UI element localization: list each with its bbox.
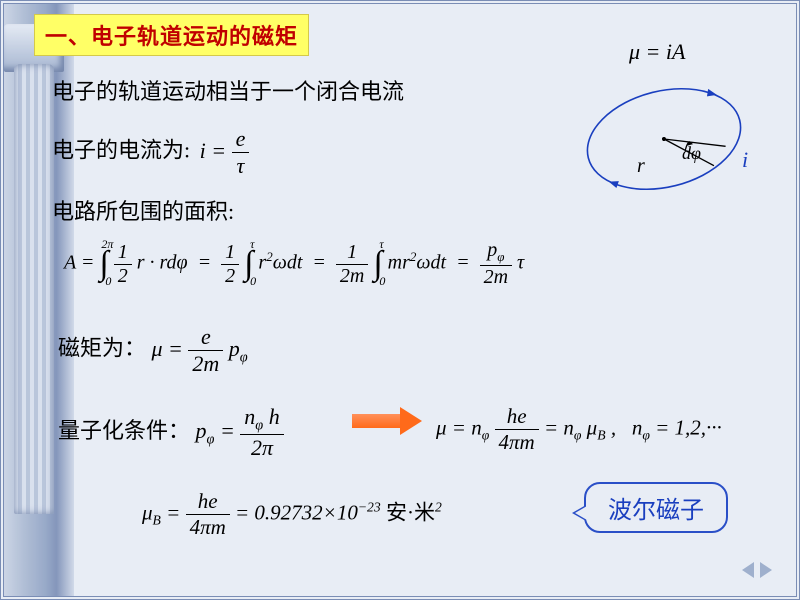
label-r: r [637,155,645,177]
l5-right: μ = nφ he4πm = nφ μB , nφ = 1,2,··· [436,404,722,455]
nav-prev-icon[interactable] [742,562,754,578]
area-equation: A = ∫02π 12 r · rdφ = 12 ∫0τ r2ωdt = 12m… [64,239,524,289]
slide-frame: 一、电子轨道运动的磁矩 μ = iA r dφ i 电子的轨道运动相当于一个闭合… [0,0,800,600]
l5: 量子化条件： pφ = nφ h2π [58,404,284,461]
text-line-2: 电子的电流为: i = eτ [52,126,249,179]
nav-arrows[interactable] [742,562,772,578]
label-i: i [742,147,748,172]
label-dphi: dφ [682,143,701,163]
l3-label: 电路所包围的面积: [52,194,234,226]
title-prefix: 一、 [45,24,91,49]
section-title: 一、电子轨道运动的磁矩 [34,14,309,56]
callout-text: 波尔磁子 [608,498,704,524]
arrow-icon [352,407,422,435]
l4: 磁矩为： μ = e2m pφ [58,324,248,377]
l4-label: 磁矩为： [58,336,146,361]
nav-next-icon[interactable] [760,562,772,578]
orbit-diagram: r dφ i [564,54,764,234]
l2-label: 电子的电流为: [52,138,190,163]
title-text: 电子轨道运动的磁矩 [91,24,298,49]
bohr-value: μB = he4πm = 0.92732×10−23 安·米2 [142,489,442,540]
text-line-1: 电子的轨道运动相当于一个闭合电流 [52,74,404,106]
slide-content: 一、电子轨道运动的磁矩 μ = iA r dφ i 电子的轨道运动相当于一个闭合… [34,14,784,584]
l5-label: 量子化条件： [58,418,190,443]
callout-bohr: 波尔磁子 [584,482,728,533]
